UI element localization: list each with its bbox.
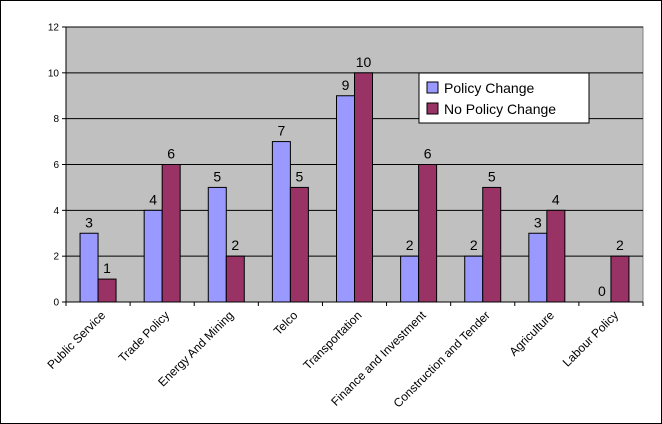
data-label-no-policy-change: 1 [103, 260, 111, 276]
data-label-no-policy-change: 2 [616, 237, 624, 253]
bar-policy-change [464, 255, 484, 303]
data-label-no-policy-change: 6 [424, 146, 432, 162]
data-label-policy-change: 9 [342, 77, 350, 93]
data-label-no-policy-change: 4 [552, 191, 560, 207]
legend [418, 72, 590, 124]
data-label-policy-change: 4 [149, 191, 157, 207]
legend-swatch-policy-change [426, 81, 439, 94]
data-label-policy-change: 0 [598, 283, 606, 299]
bar-no-policy-change [546, 209, 566, 303]
bar-policy-change [528, 232, 548, 303]
data-label-policy-change: 5 [213, 168, 221, 184]
bar-policy-change [271, 141, 291, 303]
bar-no-policy-change [97, 278, 117, 303]
bar-no-policy-change [289, 186, 309, 303]
y-tick-label: 0 [53, 298, 59, 309]
data-label-policy-change: 7 [277, 123, 285, 139]
bar-policy-change [79, 232, 99, 303]
bar-no-policy-change [354, 72, 373, 303]
bar-policy-change [336, 95, 355, 303]
y-tick-label: 12 [48, 23, 60, 34]
y-tick-label: 6 [53, 160, 59, 171]
data-label-no-policy-change: 10 [356, 54, 372, 70]
bar-policy-change [207, 186, 227, 303]
bar-no-policy-change [161, 164, 181, 303]
bar-policy-change [143, 209, 163, 303]
bar-no-policy-change [482, 186, 502, 303]
data-label-policy-change: 2 [470, 237, 478, 253]
bar-no-policy-change [418, 164, 438, 303]
bar-no-policy-change [610, 255, 630, 303]
data-label-policy-change: 3 [534, 214, 542, 230]
y-tick-label: 8 [53, 114, 59, 125]
y-tick-label: 10 [48, 68, 60, 79]
data-label-no-policy-change: 5 [488, 168, 496, 184]
data-label-policy-change: 2 [406, 237, 414, 253]
data-label-no-policy-change: 5 [295, 168, 303, 184]
y-tick-label: 4 [53, 206, 59, 217]
bar-policy-change [400, 255, 420, 303]
bar-no-policy-change [225, 255, 245, 303]
legend-swatch-no-policy-change [426, 102, 439, 115]
legend-label-no-policy-change: No Policy Change [444, 101, 556, 117]
y-tick-label: 2 [53, 252, 59, 263]
legend-label-policy-change: Policy Change [444, 80, 534, 96]
data-label-policy-change: 3 [85, 214, 93, 230]
data-label-no-policy-change: 2 [231, 237, 239, 253]
data-label-no-policy-change: 6 [167, 146, 175, 162]
